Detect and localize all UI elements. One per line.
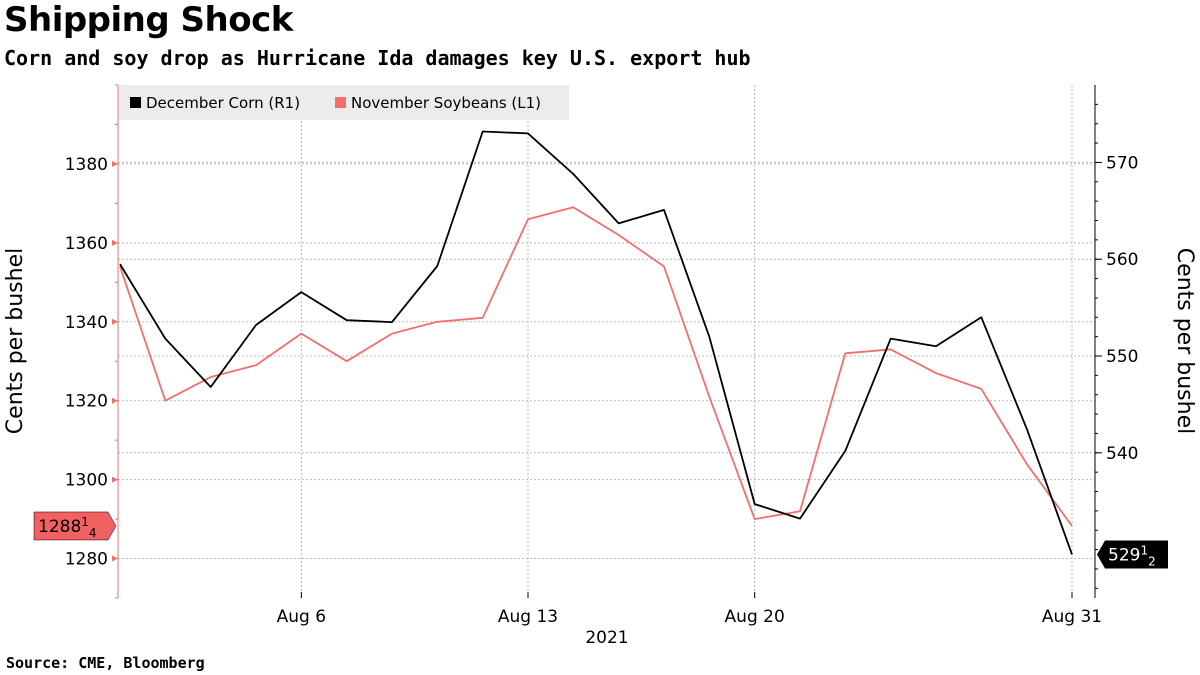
legend-swatch-soybeans xyxy=(335,97,346,108)
legend-label-soybeans: November Soybeans (L1) xyxy=(351,94,541,112)
soybeans-last-value-whole: 1288 xyxy=(38,517,81,537)
gridlines xyxy=(118,85,1095,598)
soybeans-tag-shape xyxy=(33,511,117,541)
right-axis-ticks: 540 550 560 570 xyxy=(1095,103,1138,589)
corn-tag-shape xyxy=(1097,540,1168,569)
left-tick-label: 1300 xyxy=(65,471,108,491)
left-tick-label: 1380 xyxy=(65,155,108,175)
soybeans-last-value-frac-num: 1 xyxy=(81,515,89,529)
left-axis-ticks: 1280 1300 1320 1340 1360 1380 xyxy=(65,84,118,599)
corn-last-value-frac-den: 2 xyxy=(1148,554,1156,568)
corn-last-value: 52912 xyxy=(1108,543,1156,568)
legend-swatch-corn xyxy=(130,97,141,108)
legend-label-corn: December Corn (R1) xyxy=(146,94,300,112)
soybeans-last-value-frac-den: 4 xyxy=(89,526,97,540)
corn-last-value-frac-num: 1 xyxy=(1140,543,1148,557)
left-axis-label: Cents per bushel xyxy=(3,248,28,434)
left-tick-label: 1340 xyxy=(65,313,108,333)
right-axis-label: Cents per bushel xyxy=(1172,248,1197,434)
soybeans-last-value: 128814 xyxy=(38,515,97,540)
x-axis-ticks: Aug 6 Aug 13 Aug 20 Aug 31 xyxy=(277,592,1102,627)
chart-subtitle: Corn and soy drop as Hurricane Ida damag… xyxy=(4,46,751,70)
series-lines xyxy=(119,130,1073,555)
left-tick-label: 1320 xyxy=(65,392,108,412)
last-value-tag-corn: 52912 xyxy=(1097,540,1168,569)
left-tick-label: 1280 xyxy=(65,550,108,570)
x-tick-label: Aug 6 xyxy=(277,607,326,627)
x-axis-label: 2021 xyxy=(585,628,628,648)
right-tick-label: 540 xyxy=(1106,444,1138,464)
chart-title: Shipping Shock xyxy=(4,0,293,40)
x-tick-label: Aug 13 xyxy=(498,607,558,627)
x-tick-label: Aug 20 xyxy=(725,607,785,627)
right-tick-label: 570 xyxy=(1106,153,1138,173)
x-tick-label: Aug 31 xyxy=(1042,607,1102,627)
right-tick-label: 550 xyxy=(1106,347,1138,367)
last-value-tag-soybeans: 128814 xyxy=(33,511,117,541)
legend: December Corn (R1) November Soybeans (L1… xyxy=(119,85,569,120)
series-line-corn xyxy=(119,130,1073,555)
corn-last-value-whole: 529 xyxy=(1108,545,1140,565)
source-note: Source: CME, Bloomberg xyxy=(6,654,205,672)
left-tick-label: 1360 xyxy=(65,234,108,254)
right-tick-label: 560 xyxy=(1106,250,1138,270)
series-line-soybeans xyxy=(119,206,1073,527)
